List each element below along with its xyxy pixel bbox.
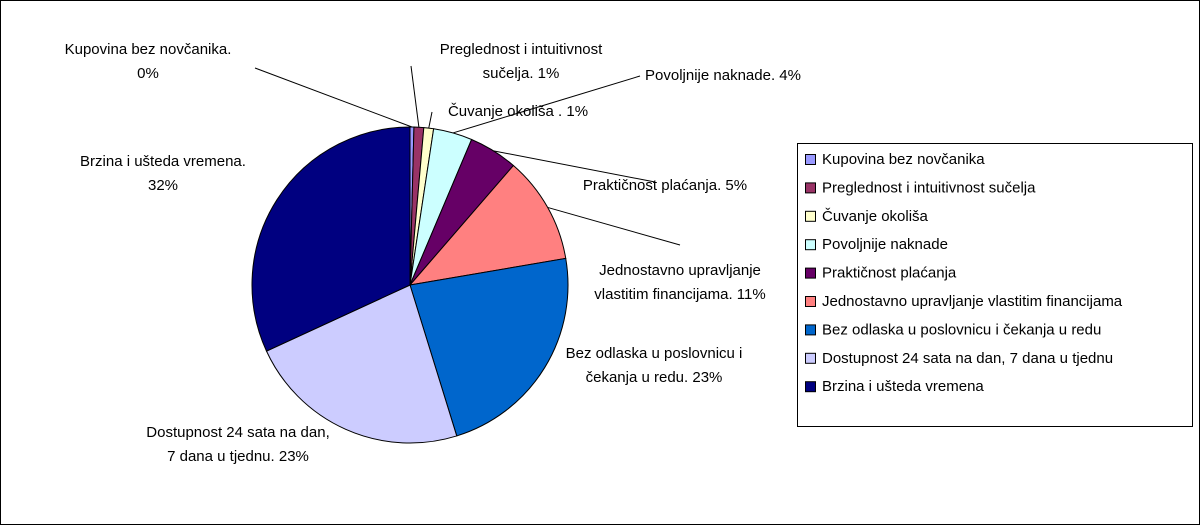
data-label: Brzina i ušteda vremena. <box>80 153 246 170</box>
legend-swatch <box>805 296 816 307</box>
data-label: Kupovina bez novčanika. <box>65 41 232 58</box>
leader-line <box>493 150 656 183</box>
data-label: vlastitim financijama. 11% <box>594 286 765 303</box>
legend-swatch <box>805 154 816 165</box>
data-label: 32% <box>148 177 178 194</box>
pie-slice <box>408 164 567 286</box>
data-label: čekanja u redu. 23% <box>586 369 723 386</box>
legend-swatch <box>805 182 816 194</box>
legend-label: Jednostavno upravljanje vlastitim financ… <box>822 293 1123 310</box>
legend-swatch <box>805 210 816 222</box>
legend-swatch <box>805 324 816 336</box>
pie-slice <box>265 284 458 444</box>
legend-swatch <box>805 352 816 364</box>
data-label: Povoljnije naknade. 4% <box>645 67 801 84</box>
data-label: 7 dana u tjednu. 23% <box>167 448 309 465</box>
leader-line <box>410 65 420 128</box>
legend-box <box>797 143 1193 427</box>
leader-line <box>428 111 433 129</box>
leader-line <box>547 206 681 246</box>
legend-label: Dostupnost 24 sata na dan, 7 dana u tjed… <box>822 350 1113 367</box>
pie-slice <box>409 257 569 437</box>
legend-swatch <box>805 239 816 251</box>
data-label: Jednostavno upravljanje <box>599 262 761 279</box>
legend-label: Čuvanje okoliša <box>822 208 929 225</box>
pie-slice <box>251 126 411 352</box>
data-label: Preglednost i intuitivnost <box>440 41 603 58</box>
leader-line <box>452 75 641 134</box>
data-label: Dostupnost 24 sata na dan, <box>146 424 329 441</box>
data-label: sučelja. 1% <box>483 65 560 82</box>
legend-label: Povoljnije naknade <box>822 236 948 253</box>
data-label: Čuvanje okoliša . 1% <box>448 103 588 120</box>
legend-label: Bez odlaska u poslovnicu i čekanja u red… <box>822 321 1101 338</box>
legend-swatch <box>805 381 816 393</box>
data-label: Praktičnost plaćanja. 5% <box>583 177 747 194</box>
data-label: 0% <box>137 65 159 82</box>
leader-line <box>254 67 413 128</box>
data-label: Bez odlaska u poslovnicu i <box>566 345 743 362</box>
legend-label: Brzina i ušteda vremena <box>822 378 984 395</box>
legend-label: Kupovina bez novčanika <box>822 151 985 168</box>
legend-label: Praktičnost plaćanja <box>822 265 957 282</box>
legend-swatch <box>805 267 816 279</box>
legend-label: Preglednost i intuitivnost sučelja <box>822 179 1036 196</box>
